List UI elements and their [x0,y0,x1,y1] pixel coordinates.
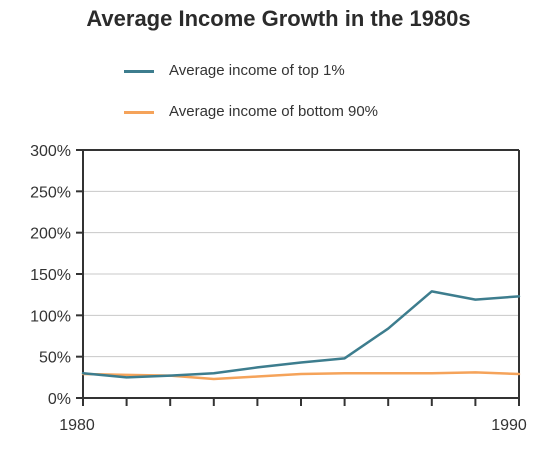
x-tick-label: 1980 [59,417,95,434]
y-tick-label: 50% [39,350,71,367]
y-tick-label: 150% [30,267,71,284]
y-tick-label: 300% [30,143,71,160]
legend-label-top-1: Average income of top 1% [169,62,345,79]
chart-title: Average Income Growth in the 1980s [86,6,471,31]
y-tick-label: 250% [30,184,71,201]
y-tick-label: 200% [30,226,71,243]
legend-swatch-bottom-90 [124,111,154,114]
legend-label-bottom-90: Average income of bottom 90% [169,103,379,120]
legend-swatch-top-1 [124,70,154,73]
x-tick-label: 1990 [491,417,527,434]
y-tick-label: 0% [48,391,71,408]
y-tick-label: 100% [30,308,71,325]
series-line-top-1 [81,290,521,379]
